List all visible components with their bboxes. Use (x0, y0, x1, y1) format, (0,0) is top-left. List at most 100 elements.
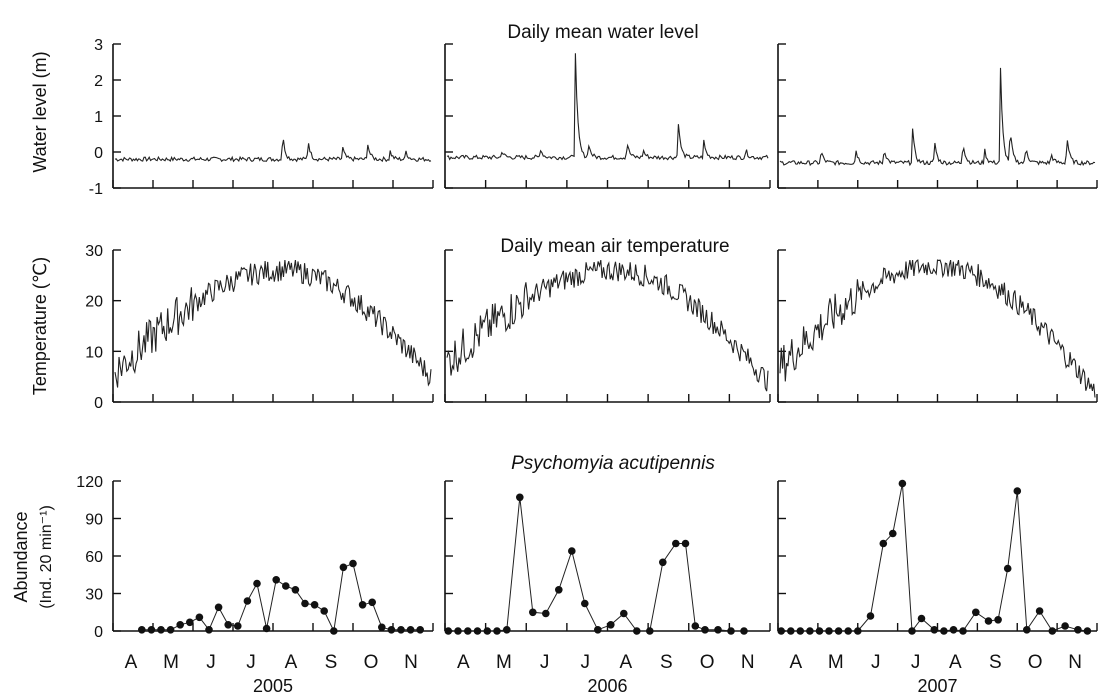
abundance-point (205, 626, 213, 634)
temperature-line-2007 (779, 259, 1096, 398)
y-tick-label: 1 (94, 109, 103, 126)
abundance-point (1035, 607, 1044, 615)
abundance-point (1048, 627, 1057, 635)
abundance-point (815, 627, 824, 635)
abundance-point (568, 547, 576, 555)
abundance-title: Psychomyia acutipennis (511, 453, 715, 474)
month-label: S (989, 652, 1002, 673)
abundance-point (672, 539, 680, 548)
abundance-point (972, 608, 980, 617)
month-label: S (325, 652, 338, 673)
y-tick-label: 90 (85, 512, 103, 529)
abundance-point (844, 627, 852, 635)
water-level-line-2006 (446, 53, 769, 161)
abundance-point (889, 529, 897, 538)
abundance-point (1023, 626, 1031, 634)
abundance-point (1074, 626, 1082, 634)
abundance-point (620, 609, 628, 618)
abundance-point (214, 603, 223, 612)
abundance-point (917, 614, 926, 623)
abundance-point (253, 579, 261, 588)
abundance-point (701, 626, 709, 634)
abundance-point (310, 601, 319, 609)
abundance-point (291, 586, 300, 594)
abundance-point (555, 586, 563, 594)
temperature-ylabel: Temperature (℃) (30, 257, 50, 395)
month-label: A (949, 652, 962, 673)
abundance-ylabel: Abundance (11, 511, 31, 602)
abundance-point (138, 626, 146, 634)
y-tick-label: 30 (85, 243, 103, 260)
abundance-point (387, 626, 396, 634)
abundance-point (1083, 627, 1092, 635)
abundance-point (866, 612, 875, 620)
month-label: J (911, 652, 921, 673)
month-label: S (660, 652, 673, 673)
abundance-point (879, 539, 888, 548)
month-label: M (163, 652, 179, 673)
month-label: M (496, 652, 512, 673)
abundance-point (854, 627, 862, 635)
abundance-point (714, 626, 722, 634)
abundance-point (740, 627, 748, 635)
abundance-point (994, 616, 1002, 624)
abundance-point (147, 626, 156, 634)
abundance-point (483, 627, 492, 635)
y-tick-label: 120 (76, 474, 103, 491)
month-label: N (741, 652, 755, 673)
water-level-line-2005 (114, 139, 432, 163)
y-tick-label: -1 (89, 181, 103, 198)
abundance-point (176, 621, 184, 629)
month-label: J (871, 652, 881, 673)
abundance-point (378, 623, 386, 632)
abundance-point (454, 627, 462, 635)
abundance-point (940, 627, 948, 635)
month-label: A (457, 652, 470, 673)
month-label: N (404, 652, 418, 673)
abundance-point (834, 627, 843, 635)
month-label: M (828, 652, 844, 673)
month-label: J (206, 652, 216, 673)
year-label: 2006 (587, 676, 627, 696)
y-tick-label: 20 (85, 294, 103, 311)
abundance-point (691, 622, 700, 630)
abundance-point (493, 627, 501, 635)
temperature-line-2005 (114, 260, 432, 388)
abundance-point (397, 626, 405, 634)
month-label: A (790, 652, 803, 673)
month-label: J (580, 652, 590, 673)
month-label: A (619, 652, 632, 673)
abundance-point (272, 576, 281, 584)
abundance-point (243, 597, 252, 605)
abundance-line-2006 (448, 497, 744, 632)
abundance-point (444, 627, 453, 635)
abundance-point (282, 582, 290, 590)
year-label: 2005 (253, 676, 293, 696)
abundance-point (195, 613, 204, 622)
abundance-point (349, 559, 357, 568)
abundance-point (358, 601, 367, 609)
abundance-point (516, 493, 524, 502)
abundance-ylabel-unit: (Ind. 20 min⁻¹) (38, 505, 55, 609)
abundance-point (503, 626, 511, 634)
abundance-point (959, 627, 967, 635)
abundance-point (186, 618, 194, 627)
abundance-point (727, 627, 735, 635)
y-tick-label: 10 (85, 344, 103, 361)
water-level-title: Daily mean water level (507, 22, 698, 43)
abundance-point (542, 609, 550, 618)
abundance-point (1013, 487, 1022, 495)
temperature-title: Daily mean air temperature (500, 236, 729, 257)
abundance-line-2005 (141, 562, 421, 633)
abundance-point (607, 621, 615, 629)
abundance-point (825, 627, 833, 635)
abundance-point (898, 479, 907, 488)
month-label: A (285, 652, 298, 673)
abundance-point (157, 626, 165, 634)
abundance-point (984, 617, 993, 625)
abundance-point (406, 626, 415, 634)
abundance-point (594, 626, 602, 634)
abundance-point (166, 626, 175, 634)
water-level-ylabel: Water level (m) (30, 51, 50, 172)
